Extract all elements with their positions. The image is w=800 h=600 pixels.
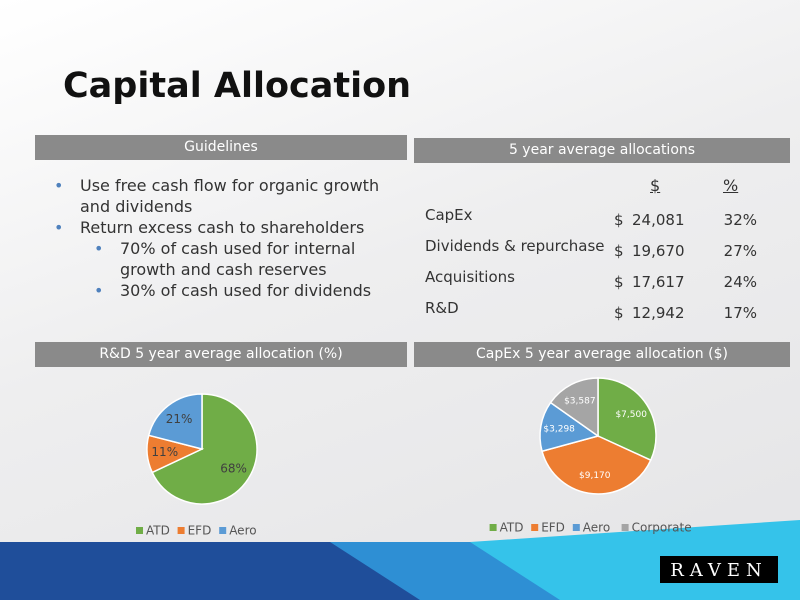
- column-header: $: [650, 176, 661, 195]
- section-header: 5 year average allocations: [414, 138, 790, 163]
- legend-label: EFD: [188, 524, 212, 538]
- legend-label: EFD: [541, 521, 565, 535]
- legend-swatch: [136, 527, 143, 534]
- bullet-text: 70% of cash used for internal growth and…: [120, 239, 356, 279]
- legend-swatch: [531, 524, 539, 531]
- pie-slice: [151, 393, 258, 505]
- currency-sign: $: [614, 242, 624, 260]
- bullet-item: Use free cash flow for organic growth an…: [54, 175, 410, 217]
- legend-swatch: [489, 524, 497, 531]
- bullet-text: Use free cash flow for organic growth an…: [80, 176, 380, 216]
- sub-bullet-item: 70% of cash used for internal growth and…: [94, 238, 410, 280]
- bullet-item: Return excess cash to shareholders 70% of…: [54, 217, 410, 301]
- data-label: $3,587: [564, 396, 596, 406]
- section-header: R&D 5 year average allocation (%): [35, 342, 407, 367]
- legend-swatch: [219, 527, 227, 534]
- amount: 12,942: [632, 304, 685, 322]
- logo-box: [660, 556, 778, 583]
- legend-label: Aero: [229, 524, 256, 538]
- legend-label: Corporate: [632, 521, 692, 535]
- legend-label: ATD: [146, 524, 170, 538]
- column-header: %: [723, 176, 739, 195]
- pie-slice: [147, 393, 203, 450]
- percent: 17%: [723, 304, 757, 322]
- pie-slice: [597, 377, 657, 462]
- amount: 17,617: [632, 273, 685, 291]
- legend-label: Aero: [583, 521, 610, 535]
- currency-sign: $: [614, 304, 624, 322]
- percent: 27%: [723, 242, 757, 260]
- percent: 24%: [723, 273, 757, 291]
- row-label: Dividends & repurchase: [425, 237, 605, 255]
- amount: 19,670: [632, 242, 685, 260]
- legend-swatch: [177, 527, 185, 534]
- section-header: Guidelines: [35, 135, 407, 160]
- data-label: 68%: [220, 462, 247, 476]
- legend-swatch: [621, 524, 629, 531]
- legend-label: ATD: [500, 521, 524, 535]
- amount: 24,081: [632, 211, 685, 229]
- pie-slice: [549, 377, 599, 438]
- data-label: $3,298: [543, 425, 575, 435]
- data-label: 21%: [166, 412, 193, 426]
- sub-bullet-item: 30% of cash used for dividends: [94, 280, 410, 301]
- row-label: Acquisitions: [425, 268, 515, 286]
- bullet-text: 30% of cash used for dividends: [120, 281, 372, 300]
- row-label: R&D: [425, 299, 459, 317]
- currency-sign: $: [614, 273, 624, 291]
- data-label: $9,170: [579, 471, 611, 481]
- bullet-text: Return excess cash to shareholders: [80, 218, 365, 237]
- section-header: CapEx 5 year average allocation ($): [414, 342, 790, 367]
- currency-sign: $: [614, 211, 624, 229]
- data-label: $7,500: [615, 410, 647, 420]
- legend-swatch: [572, 524, 580, 531]
- bullet-list: Use free cash flow for organic growth an…: [52, 175, 410, 301]
- slide-title: Capital Allocation: [63, 66, 412, 106]
- sub-list: 70% of cash used for internal growth and…: [80, 238, 410, 301]
- pie-slice: [541, 435, 652, 495]
- percent: 32%: [723, 211, 757, 229]
- data-label: 11%: [151, 445, 178, 459]
- logo-text: RAVEN: [670, 560, 768, 581]
- row-label: CapEx: [425, 206, 473, 224]
- pie-slice: [539, 401, 600, 453]
